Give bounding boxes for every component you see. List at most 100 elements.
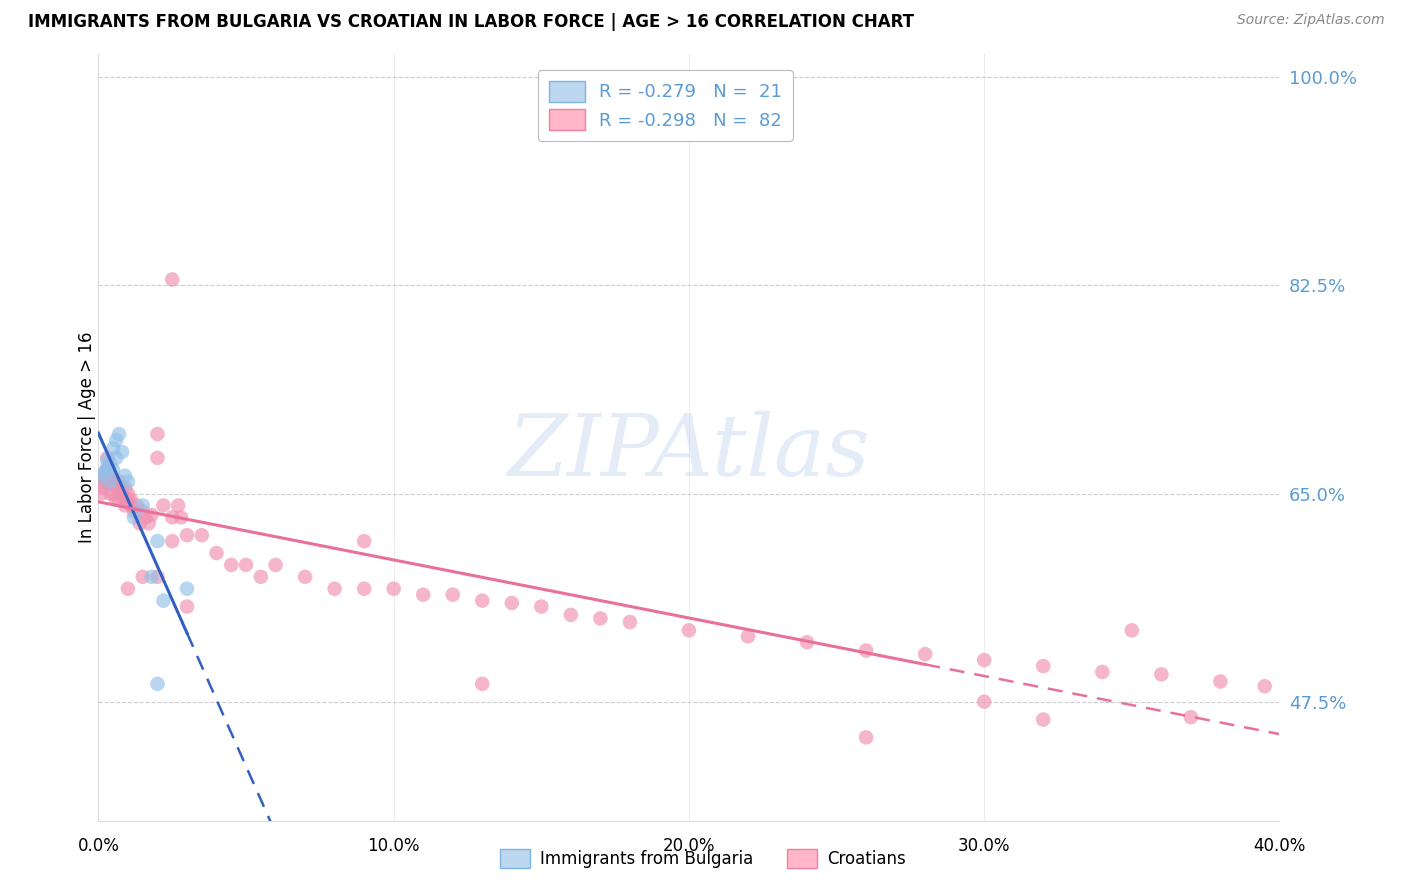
- Point: [176, 582, 198, 596]
- Point: [114, 481, 136, 495]
- Point: [98, 468, 121, 483]
- Point: [471, 593, 494, 607]
- Point: [108, 492, 131, 507]
- Point: [1150, 667, 1173, 681]
- Point: [560, 607, 582, 622]
- Point: [162, 534, 183, 549]
- Point: [93, 475, 115, 489]
- Text: Source: ZipAtlas.com: Source: ZipAtlas.com: [1237, 13, 1385, 28]
- Point: [146, 677, 169, 691]
- Point: [108, 427, 131, 442]
- Point: [530, 599, 553, 614]
- Point: [98, 457, 121, 471]
- Point: [250, 570, 273, 584]
- Point: [96, 463, 118, 477]
- Point: [98, 475, 121, 489]
- Point: [146, 534, 169, 549]
- Point: [103, 442, 125, 456]
- Point: [132, 504, 155, 518]
- Point: [678, 624, 700, 638]
- Point: [141, 570, 163, 584]
- Point: [105, 475, 128, 489]
- Point: [132, 499, 155, 513]
- Point: [162, 510, 183, 524]
- Point: [93, 468, 115, 483]
- Point: [103, 477, 125, 491]
- Y-axis label: In Labor Force | Age > 16: In Labor Force | Age > 16: [79, 331, 96, 543]
- Point: [138, 516, 160, 531]
- Point: [855, 731, 877, 745]
- Point: [146, 570, 169, 584]
- Point: [176, 528, 198, 542]
- Point: [105, 450, 128, 465]
- Point: [167, 499, 190, 513]
- Point: [108, 475, 131, 489]
- Point: [973, 653, 995, 667]
- Point: [120, 499, 142, 513]
- Point: [96, 453, 118, 467]
- Point: [111, 489, 134, 503]
- Point: [1254, 679, 1277, 693]
- Point: [162, 272, 183, 286]
- Point: [176, 599, 198, 614]
- Point: [170, 510, 193, 524]
- Point: [128, 516, 150, 531]
- Point: [205, 546, 228, 560]
- Point: [90, 468, 112, 483]
- Text: ZIPAtlas: ZIPAtlas: [508, 411, 870, 494]
- Point: [589, 611, 612, 625]
- Point: [441, 588, 464, 602]
- Point: [120, 492, 142, 507]
- Point: [1209, 674, 1232, 689]
- Point: [235, 558, 257, 572]
- Point: [146, 450, 169, 465]
- Point: [111, 445, 134, 459]
- Point: [117, 582, 139, 596]
- Text: IMMIGRANTS FROM BULGARIA VS CROATIAN IN LABOR FORCE | AGE > 16 CORRELATION CHART: IMMIGRANTS FROM BULGARIA VS CROATIAN IN …: [28, 13, 914, 31]
- Point: [1032, 713, 1054, 727]
- Point: [117, 475, 139, 489]
- Point: [382, 582, 405, 596]
- Point: [264, 558, 287, 572]
- Point: [1032, 659, 1054, 673]
- Point: [105, 492, 128, 507]
- Point: [111, 481, 134, 495]
- Point: [96, 475, 118, 489]
- Point: [973, 695, 995, 709]
- Point: [105, 433, 128, 447]
- Point: [152, 499, 174, 513]
- Point: [471, 677, 494, 691]
- Point: [122, 504, 145, 518]
- Point: [141, 508, 163, 522]
- Point: [98, 486, 121, 500]
- Point: [1091, 665, 1114, 679]
- Point: [103, 463, 125, 477]
- Point: [914, 647, 936, 661]
- Point: [152, 593, 174, 607]
- Legend: R = -0.279   N =  21, R = -0.298   N =  82: R = -0.279 N = 21, R = -0.298 N = 82: [537, 70, 793, 141]
- Point: [108, 486, 131, 500]
- Point: [353, 534, 375, 549]
- Point: [103, 472, 125, 486]
- Point: [122, 510, 145, 524]
- Point: [1121, 624, 1143, 638]
- Point: [353, 582, 375, 596]
- Point: [132, 570, 155, 584]
- Point: [191, 528, 214, 542]
- Point: [796, 635, 818, 649]
- Point: [221, 558, 243, 572]
- Point: [323, 582, 346, 596]
- Point: [114, 468, 136, 483]
- Point: [135, 510, 157, 524]
- Point: [96, 450, 118, 465]
- Point: [412, 588, 434, 602]
- Point: [117, 486, 139, 500]
- Point: [125, 499, 148, 513]
- Point: [90, 486, 112, 500]
- Point: [737, 629, 759, 643]
- Point: [90, 481, 112, 495]
- Legend: Immigrants from Bulgaria, Croatians: Immigrants from Bulgaria, Croatians: [494, 842, 912, 875]
- Point: [114, 499, 136, 513]
- Point: [294, 570, 316, 584]
- Point: [619, 615, 641, 629]
